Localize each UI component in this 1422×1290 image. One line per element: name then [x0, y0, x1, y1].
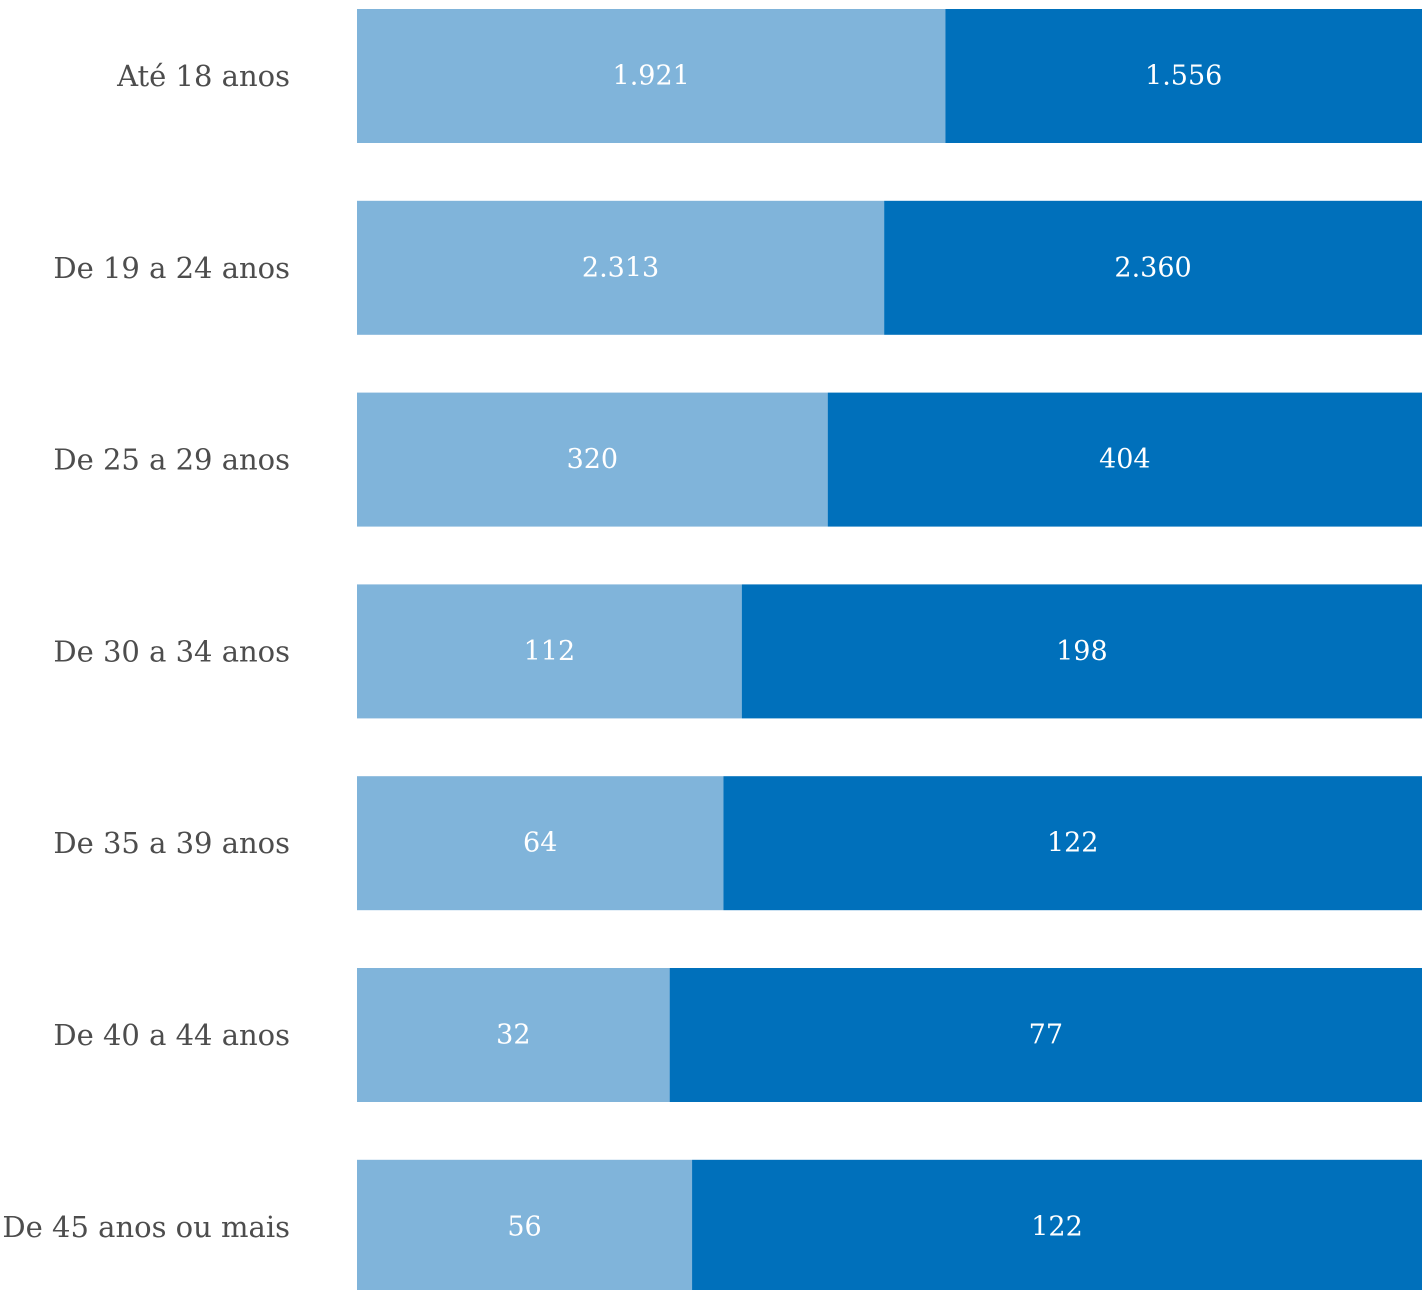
bar-segment-series-1	[357, 584, 742, 719]
data-label-series-2: 2.360	[1114, 252, 1191, 283]
category-label: De 40 a 44 anos	[53, 1018, 290, 1052]
value-labels: 1.921 1.556 2.313 2.360 320 404 112 198 64 122 32 7…	[496, 61, 1222, 1243]
data-label-series-1: 2.313	[582, 252, 659, 283]
bar-segment-series-1	[357, 9, 946, 143]
bar-segment-series-1	[357, 200, 885, 335]
category-label: De 45 anos ou mais	[2, 1210, 290, 1244]
data-label-series-2: 198	[1056, 636, 1108, 667]
bar-segment-series-2	[945, 9, 1422, 143]
bar-segment-series-2	[669, 968, 1422, 1102]
category-label: De 19 a 24 anos	[53, 251, 290, 285]
category-label: Até 18 anos	[116, 59, 290, 93]
bar-segment-series-2	[884, 200, 1422, 335]
bar-segment-series-2	[723, 776, 1422, 911]
data-label-series-1: 32	[496, 1020, 530, 1051]
category-label: De 30 a 34 anos	[53, 634, 290, 668]
bar-segment-series-2	[827, 392, 1422, 527]
data-label-series-2: 1.556	[1145, 61, 1222, 92]
bar-segment-series-1	[357, 1159, 693, 1290]
bar-segment-series-2	[692, 1159, 1422, 1290]
category-label: De 35 a 39 anos	[53, 826, 290, 860]
data-label-series-1: 320	[567, 444, 619, 475]
data-label-series-2: 122	[1031, 1211, 1083, 1242]
data-label-series-1: 112	[524, 636, 576, 667]
data-label-series-1: 1.921	[613, 61, 690, 92]
bar-segment-series-2	[741, 584, 1422, 719]
bar-segment-series-1	[357, 968, 670, 1102]
bars	[357, 9, 1422, 1290]
data-label-series-1: 64	[523, 828, 557, 859]
data-label-series-1: 56	[507, 1211, 541, 1242]
category-labels: Até 18 anos De 19 a 24 anos De 25 a 29 ano…	[2, 59, 290, 1244]
bar-segment-series-1	[357, 776, 724, 911]
data-label-series-2: 77	[1029, 1020, 1063, 1051]
bar-segment-series-1	[357, 392, 828, 527]
category-label: De 25 a 29 anos	[53, 443, 290, 477]
data-label-series-2: 404	[1099, 444, 1151, 475]
data-label-series-2: 122	[1047, 828, 1099, 859]
